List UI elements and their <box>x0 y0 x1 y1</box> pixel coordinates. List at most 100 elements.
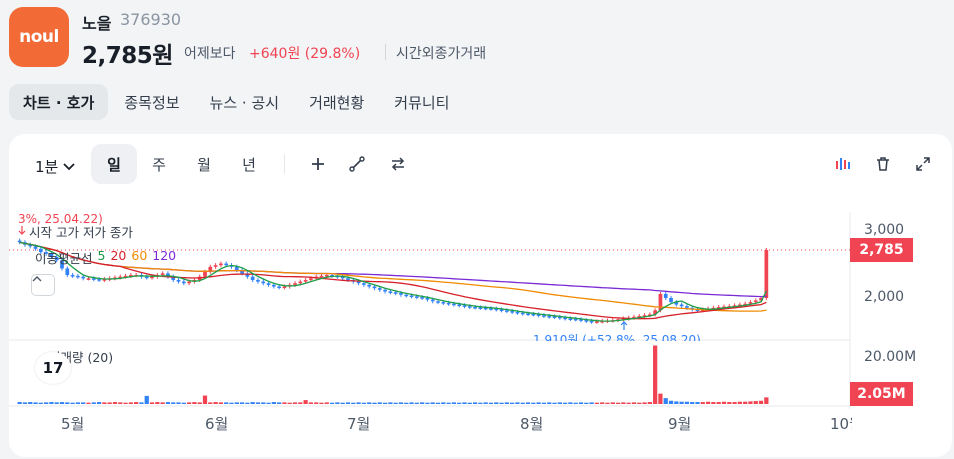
volume-bar <box>562 402 568 404</box>
volume-bar <box>44 402 49 404</box>
volume-bar <box>621 402 626 404</box>
period-day-button[interactable]: 일 <box>91 144 137 184</box>
candle-body <box>536 314 541 316</box>
chart-canvas[interactable] <box>9 134 952 457</box>
candle-body <box>224 263 229 266</box>
trash-icon[interactable] <box>871 152 895 176</box>
volume-bar <box>642 402 647 404</box>
volume-bar <box>239 402 245 404</box>
period-month-button[interactable]: 월 <box>197 155 211 174</box>
candle-body <box>436 301 440 303</box>
candle-body <box>245 273 250 277</box>
candle-body <box>753 300 758 303</box>
candle-body <box>685 306 689 308</box>
candle-body <box>309 278 313 280</box>
candle-body <box>383 289 387 292</box>
candle-body <box>600 320 605 323</box>
volume-bar <box>594 402 600 404</box>
volume-bar <box>144 395 149 404</box>
volume-bar <box>753 401 758 404</box>
volume-bar <box>716 402 721 404</box>
stock-header: noul 노을 376930 2,785원 어제보다 +640원 (29.8%)… <box>0 0 954 80</box>
candle-body <box>738 304 742 307</box>
volume-bar <box>573 402 578 404</box>
candle-body <box>462 305 467 307</box>
volume-bar <box>441 402 446 404</box>
candle-body <box>346 278 350 280</box>
volume-bar <box>679 401 684 404</box>
interval-select[interactable]: 1분 <box>35 156 76 177</box>
volume-bar <box>70 402 75 404</box>
volume-bar <box>112 402 118 404</box>
volume-bar <box>472 402 478 404</box>
candle-body <box>97 279 101 281</box>
tab-stock-info[interactable]: 종목정보 <box>124 93 180 112</box>
moving-average-legend: 이동평균선 5 20 60 120 <box>35 248 176 267</box>
candle-body <box>425 298 430 300</box>
tradingview-logo[interactable]: 17 <box>35 352 71 384</box>
volume-bar <box>547 402 552 404</box>
stock-code: 376930 <box>120 10 182 29</box>
volume-bar <box>234 402 239 404</box>
candle-body <box>669 298 673 303</box>
candle-body <box>213 265 218 267</box>
high-marker-arrow <box>18 226 26 235</box>
volume-bar <box>81 402 86 404</box>
candle-body <box>573 318 578 321</box>
period-year-button[interactable]: 년 <box>242 155 256 174</box>
volume-bar <box>515 402 520 404</box>
expand-icon[interactable] <box>911 152 935 176</box>
candle-body <box>70 275 75 277</box>
tab-news[interactable]: 뉴스 · 공시 <box>209 93 280 112</box>
candle-body <box>743 303 748 306</box>
low-marker-arrow <box>620 321 628 330</box>
volume-bar <box>494 402 499 404</box>
volume-bar <box>54 402 59 404</box>
y-axis-label-3000: 3,000 <box>864 222 905 238</box>
candle-body <box>293 283 297 285</box>
volume-bar <box>303 400 308 404</box>
volume-bar <box>462 402 467 404</box>
candle-body <box>642 315 647 317</box>
candle-body <box>298 281 303 284</box>
volume-bar <box>589 402 594 404</box>
volume-bar <box>255 402 261 404</box>
legend-collapse-button[interactable] <box>31 274 55 296</box>
candle-body <box>282 286 287 289</box>
volume-bar <box>478 402 483 404</box>
volume-bar <box>75 402 81 404</box>
candle-body <box>81 276 86 279</box>
tab-trading[interactable]: 거래현황 <box>309 93 365 112</box>
candle-body <box>33 246 38 249</box>
chart-card: 1분 일 주 월 년 3%, 25.04.22) 시작 고가 저가 종가 <box>9 134 952 457</box>
candle-body <box>271 284 276 287</box>
volume-bar <box>128 402 133 404</box>
candle-body <box>356 281 361 284</box>
volume-bar <box>197 402 202 404</box>
candle-body <box>653 310 657 315</box>
x-axis-label-may: 5월 <box>61 415 85 433</box>
plus-icon[interactable] <box>306 152 330 176</box>
tab-chart[interactable]: 차트 · 호가 <box>9 84 109 120</box>
tab-community[interactable]: 커뮤니티 <box>394 93 450 112</box>
candle-body <box>176 279 181 282</box>
period-week-button[interactable]: 주 <box>152 155 166 174</box>
candle-body <box>695 309 700 311</box>
candle-body <box>441 302 446 304</box>
candle-body <box>632 316 636 319</box>
x-axis-label-aug: 8월 <box>520 415 544 433</box>
high-price-note: 3%, 25.04.22) <box>18 212 103 226</box>
indicator-icon[interactable] <box>831 152 855 176</box>
volume-bar <box>705 401 711 404</box>
candle-body <box>452 303 456 306</box>
price-chart[interactable]: 3%, 25.04.22) 시작 고가 저가 종가 이동평균선 5 20 60 … <box>9 134 952 457</box>
line-tool-icon[interactable] <box>345 152 369 176</box>
candle-body <box>102 279 107 281</box>
volume-bar <box>22 402 28 404</box>
volume-bar <box>139 402 144 404</box>
candle-body <box>637 316 642 318</box>
candle-body <box>261 281 266 284</box>
volume-bar <box>245 402 250 404</box>
candle-body <box>531 313 536 316</box>
swap-icon[interactable] <box>386 152 410 176</box>
